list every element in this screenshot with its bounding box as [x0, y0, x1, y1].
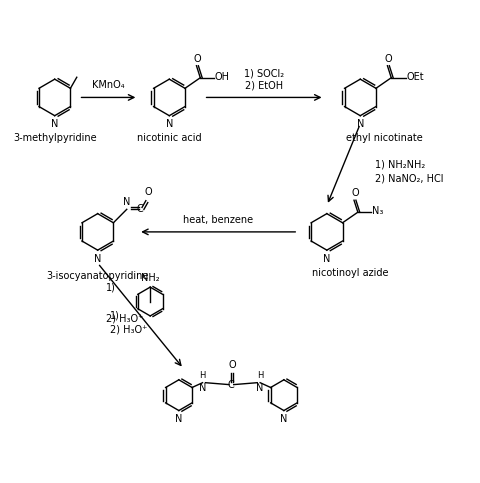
Text: OH: OH	[214, 72, 229, 82]
Text: KMnO₄: KMnO₄	[92, 80, 124, 90]
Text: nicotinic acid: nicotinic acid	[137, 133, 201, 143]
Text: 3-isocyanatopyridine: 3-isocyanatopyridine	[47, 271, 148, 281]
Text: 2) NaNO₂, HCl: 2) NaNO₂, HCl	[374, 173, 442, 183]
Text: ethyl nicotinate: ethyl nicotinate	[345, 133, 421, 143]
Text: N: N	[122, 197, 130, 207]
Text: C: C	[228, 380, 234, 390]
Text: H: H	[199, 371, 205, 380]
Text: 2) EtOH: 2) EtOH	[244, 80, 283, 90]
Text: O: O	[193, 54, 201, 64]
Text: N: N	[165, 119, 173, 129]
Text: H: H	[256, 371, 263, 380]
Text: 2) H₃O⁺: 2) H₃O⁺	[109, 325, 147, 334]
Text: N: N	[323, 254, 330, 264]
Text: O: O	[228, 360, 236, 369]
Text: N: N	[356, 119, 363, 129]
Text: 1): 1)	[106, 282, 116, 292]
Text: 1) SOCl₂: 1) SOCl₂	[243, 68, 284, 78]
Text: N: N	[198, 383, 206, 393]
Text: NH₂: NH₂	[141, 273, 159, 283]
Text: N: N	[94, 254, 101, 264]
Text: O: O	[350, 188, 358, 199]
Text: 1) NH₂NH₂: 1) NH₂NH₂	[374, 160, 424, 170]
Text: C: C	[136, 204, 143, 214]
Text: N: N	[256, 383, 263, 393]
Text: heat, benzene: heat, benzene	[183, 214, 253, 225]
Text: O: O	[144, 187, 152, 197]
Text: 2) H₃O⁺: 2) H₃O⁺	[106, 313, 144, 323]
Text: N: N	[280, 414, 287, 424]
Text: N: N	[175, 414, 182, 424]
Text: N₃: N₃	[372, 206, 383, 216]
Text: N: N	[51, 119, 58, 129]
Text: 1): 1)	[109, 311, 119, 321]
Text: 3-methylpyridine: 3-methylpyridine	[13, 133, 96, 143]
Text: OEt: OEt	[406, 72, 423, 82]
Text: nicotinoyl azide: nicotinoyl azide	[312, 268, 388, 278]
Text: O: O	[384, 54, 391, 64]
